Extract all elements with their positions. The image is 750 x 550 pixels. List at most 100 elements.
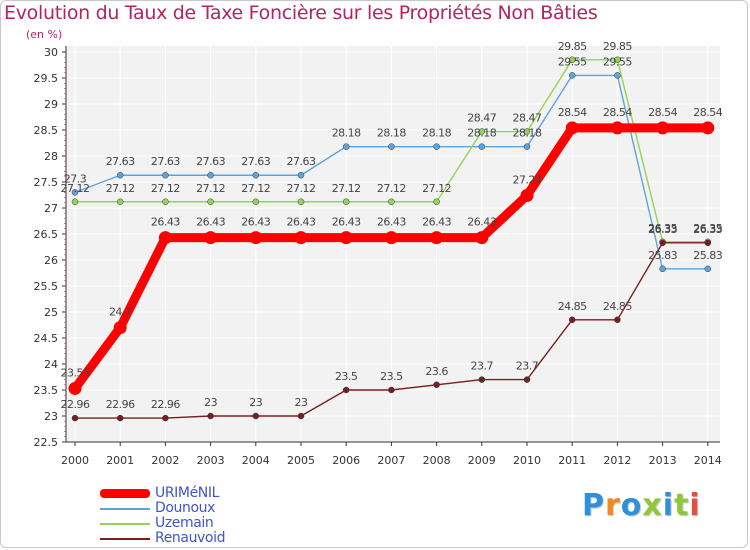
data-label: 24.7: [109, 306, 132, 319]
y-tick-label: 23: [44, 410, 58, 423]
data-point: [162, 171, 169, 179]
chart-title: Evolution du Taux de Taxe Foncière sur l…: [4, 2, 598, 24]
data-point: [614, 316, 621, 324]
legend-label: Renauvoid: [155, 530, 226, 546]
data-point: [342, 386, 350, 394]
data-label: 26.43: [196, 216, 225, 229]
x-tick-label: 2002: [151, 454, 179, 467]
legend-swatch: [100, 489, 150, 498]
legend-swatch: [100, 523, 150, 525]
data-label: 23: [249, 396, 262, 409]
legend-label: Uzemain: [155, 515, 214, 531]
y-tick-label: 30: [44, 46, 58, 59]
data-point: [297, 198, 305, 206]
logo-letter: x: [642, 488, 663, 523]
data-label: 28.47: [513, 112, 542, 125]
legend-swatch: [100, 538, 150, 540]
data-point: [520, 189, 534, 203]
data-label: 23.7: [471, 360, 494, 373]
y-tick-label: 26: [44, 254, 58, 267]
data-point: [162, 198, 169, 206]
data-point: [388, 386, 395, 394]
data-point: [207, 412, 214, 420]
data-label: 27.24: [513, 174, 542, 187]
data-point: [433, 143, 440, 150]
data-point: [610, 121, 624, 135]
data-label: 27.12: [196, 182, 225, 195]
data-label: 26.43: [241, 216, 270, 229]
x-tick-label: 2013: [649, 454, 677, 467]
data-label: 27.12: [151, 182, 180, 195]
data-label: 27.3: [64, 172, 87, 185]
data-point: [162, 414, 169, 422]
data-point: [384, 231, 398, 245]
y-tick-label: 27: [44, 202, 58, 215]
logo-letter: i: [689, 488, 701, 523]
data-label: 27.12: [377, 182, 406, 195]
data-label: 26.43: [287, 216, 316, 229]
data-point: [704, 239, 712, 247]
data-label: 24.85: [558, 300, 587, 313]
data-point: [523, 128, 531, 135]
logo-letter: t: [674, 488, 690, 523]
data-point: [523, 143, 531, 150]
legend-item: Dounoux: [100, 500, 300, 516]
data-point: [568, 56, 576, 64]
data-label: 26.43: [422, 216, 451, 229]
y-tick-label: 25.5: [34, 280, 59, 293]
data-point: [252, 171, 260, 179]
y-tick-label: 23.5: [34, 384, 59, 397]
data-label: 26.35: [693, 222, 722, 235]
logo-letter: r: [605, 488, 621, 523]
y-tick-label: 29: [44, 98, 58, 111]
data-point: [659, 265, 666, 273]
data-point: [68, 381, 82, 395]
data-point: [297, 412, 305, 420]
data-label: 29.85: [603, 40, 632, 53]
data-label: 22.96: [106, 398, 135, 411]
logo-letter: P: [582, 488, 605, 523]
data-label: 29.55: [558, 55, 587, 68]
data-point: [475, 231, 489, 245]
y-axis-unit-label: (en %): [26, 28, 63, 41]
data-label: 27.12: [106, 182, 135, 195]
data-label: 23.6: [425, 365, 448, 378]
data-point: [207, 198, 214, 206]
data-point: [252, 198, 260, 206]
data-point: [297, 171, 305, 179]
data-label: 28.18: [513, 127, 542, 140]
x-tick-label: 2010: [513, 454, 541, 467]
data-label: 27.63: [287, 155, 316, 168]
legend-item: URIMéNIL: [100, 485, 300, 501]
x-tick-label: 2001: [106, 454, 134, 467]
data-point: [294, 231, 308, 245]
x-tick-label: 2014: [694, 454, 722, 467]
data-point: [71, 189, 79, 196]
data-label: 23.5: [380, 370, 403, 383]
data-label: 28.18: [377, 127, 406, 140]
logo-letter: i: [662, 488, 675, 523]
x-tick-label: 2005: [287, 454, 315, 467]
data-point: [523, 376, 531, 383]
data-point: [342, 198, 350, 206]
data-label: 25.83: [693, 249, 722, 262]
y-tick-label: 24.5: [34, 332, 59, 345]
y-tick-label: 29.5: [34, 72, 59, 85]
data-point: [568, 316, 576, 324]
x-tick-label: 2003: [197, 454, 225, 467]
data-point: [388, 198, 395, 206]
proxiti-logo: Proxiti: [582, 488, 701, 523]
legend-swatch: [100, 508, 150, 510]
y-tick-label: 25: [44, 306, 58, 319]
data-point: [701, 121, 715, 135]
data-label: 26.43: [151, 216, 180, 229]
plot-area: [66, 46, 720, 442]
data-label: 27.12: [332, 182, 361, 195]
x-tick-label: 2006: [332, 454, 360, 467]
data-label: 29.55: [603, 55, 632, 68]
data-label: 22.96: [151, 398, 180, 411]
data-point: [433, 381, 440, 389]
data-label: 24.85: [603, 300, 632, 313]
data-label: 23.53: [61, 366, 90, 379]
